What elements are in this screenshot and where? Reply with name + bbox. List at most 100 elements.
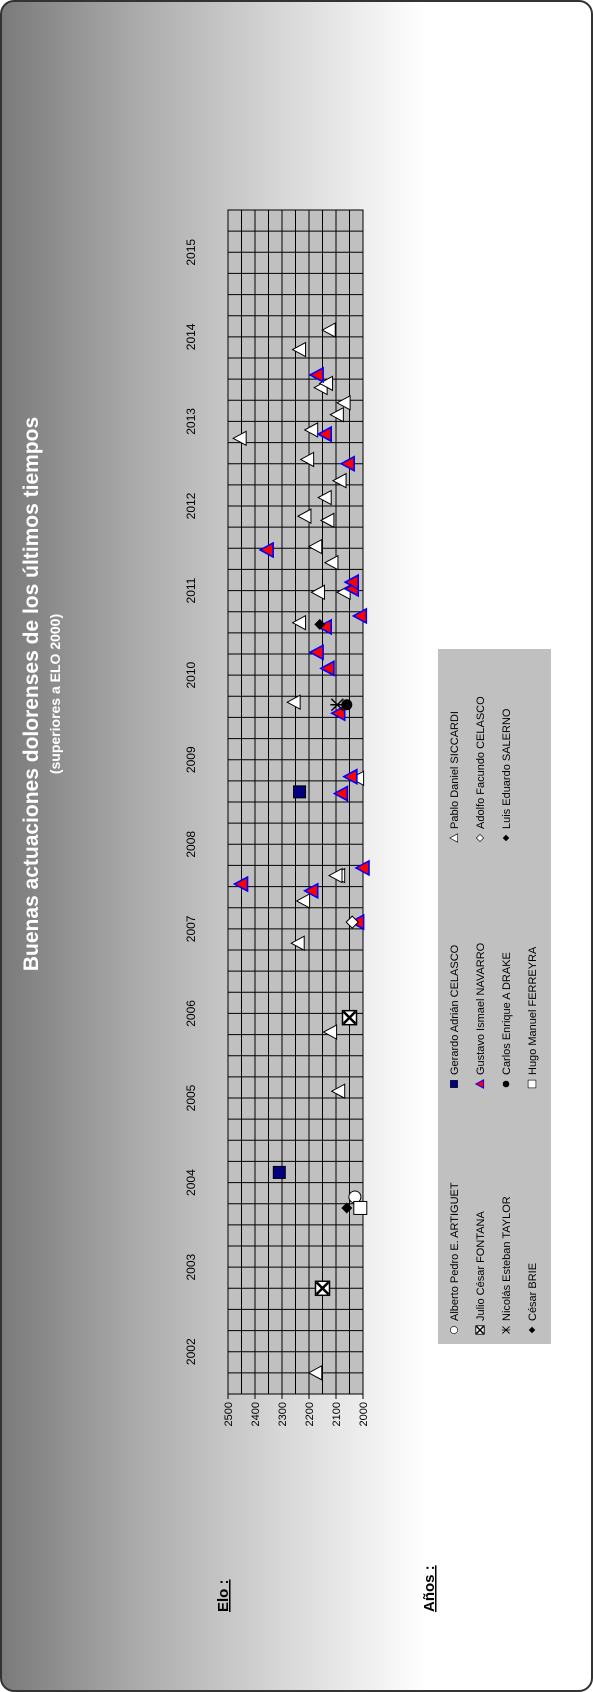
x-tick-label: 2005: [184, 1084, 198, 1111]
data-point-triangle-open: [295, 893, 311, 909]
x-tick-label: 2015: [184, 239, 198, 266]
data-point-triangle-open: [317, 489, 332, 506]
data-point-triangle-red: [303, 882, 319, 900]
data-point-triangle-red: [332, 785, 349, 802]
data-point-triangle-open: [303, 422, 319, 438]
legend-box: [438, 649, 551, 1344]
data-point-triangle-open: [291, 614, 307, 631]
data-point-triangle-red: [351, 607, 368, 625]
data-point-circle-black: [341, 699, 353, 711]
y-tick-label: 2300: [277, 1402, 289, 1426]
x-axis-title: Años :: [421, 1565, 438, 1612]
legend-item-label: Luis Eduardo SALERNO: [501, 708, 513, 829]
data-point-triangle-red: [339, 455, 355, 473]
data-point-triangle-open: [322, 1024, 338, 1040]
plot-area: 2000 2100 2200 2300 2400 2500 2002 2003 2004 2005…: [184, 209, 370, 1426]
x-tick-label: 2009: [184, 746, 198, 773]
data-point-triangle-red: [319, 660, 335, 677]
legend-icon-triangle-red: [474, 1078, 485, 1090]
legend-icon-asterisk: [501, 1326, 511, 1334]
legend-icon-square-open: [527, 1079, 537, 1089]
legend-icon-square-navy: [450, 1080, 458, 1088]
data-point-triangle-open: [307, 538, 323, 555]
data-point-triangle-red: [308, 643, 324, 661]
data-point-square-x-cross: [342, 1010, 357, 1025]
data-point-diamond-open: [345, 915, 359, 929]
legend-item-label: Alberto Pedro E. ARTIGUET: [449, 1182, 461, 1321]
data-point-triangle-open: [310, 584, 325, 601]
data-point-triangle-open: [318, 375, 334, 392]
legend-icon-circle-black: [502, 1080, 510, 1088]
chart-title: Buenas actuaciones dolorenses de los últ…: [20, 417, 43, 971]
data-point-square-x: [341, 1009, 358, 1026]
data-point-triangle-open: [307, 1365, 323, 1381]
data-point-triangle-open: [290, 935, 305, 952]
y-tick-label: 2200: [304, 1402, 316, 1426]
data-point-triangle-red: [258, 541, 274, 559]
x-tick-label: 2007: [184, 915, 198, 942]
x-tick-label: 2008: [184, 831, 198, 858]
y-tick-label: 2400: [250, 1402, 262, 1426]
data-point-triangle-open: [331, 472, 347, 489]
legend-icon-circle-open: [450, 1326, 458, 1334]
data-point-triangle-red: [316, 618, 333, 636]
y-tick-label: 2500: [223, 1402, 235, 1426]
legend-icon-asterisk-strokes: [501, 1326, 511, 1334]
x-tick-label: 2004: [184, 1169, 198, 1196]
x-tick-label: 2011: [184, 577, 198, 603]
legend-item-label: Carlos Enrique A DRAKE: [501, 952, 513, 1075]
legend-item-label: Pablo Daniel SICCARDI: [449, 711, 461, 829]
data-point-diamond-black: [314, 618, 326, 630]
data-point-triangle-open: [321, 322, 336, 338]
data-point-triangle-open: [336, 394, 351, 411]
x-tick-label: 2013: [184, 408, 198, 435]
x-tick-label: 2010: [184, 661, 198, 688]
legend-icon-square-x: [475, 1325, 485, 1335]
data-point-diamond-black: [341, 1202, 353, 1214]
legend-icon-triangle-open: [449, 833, 458, 843]
data-point-triangle-red: [316, 425, 333, 443]
data-point-triangle-open: [286, 694, 301, 711]
data-point-square-navy: [293, 785, 307, 799]
legend-icon-diamond-open: [475, 833, 485, 843]
legend: Alberto Pedro E. ARTIGUET Gerardo Adrián …: [438, 649, 551, 1344]
legend-item-label: Gustavo Ismael NAVARRO: [475, 942, 487, 1075]
data-point-triangle-open: [329, 406, 344, 423]
data-point-triangle-red: [342, 768, 358, 785]
legend-item-label: César BRIE: [527, 1263, 539, 1321]
data-point-triangle-red: [308, 366, 324, 384]
x-tick-label: 2002: [184, 1338, 198, 1365]
y-tick-label: 2000: [358, 1402, 370, 1426]
legend-item-label: Hugo Manuel FERREYRA: [527, 946, 539, 1075]
x-tick-label: 2006: [184, 1000, 198, 1027]
legend-item-label: Julio César FONTANA: [475, 1211, 487, 1321]
x-tick-label: 2014: [184, 323, 198, 350]
data-point-square-open: [353, 1200, 368, 1215]
y-tick-label: 2100: [331, 1402, 343, 1426]
data-point-triangle-open: [327, 867, 343, 884]
data-point-square-x: [314, 1280, 331, 1297]
data-point-triangle-red: [343, 573, 360, 591]
x-tick-label: 2012: [184, 492, 198, 519]
legend-icon-square-x-cross: [475, 1325, 485, 1335]
x-tick-label: 2003: [184, 1253, 198, 1280]
data-point-triangle-red: [232, 875, 249, 893]
data-point-triangle-open: [319, 512, 335, 529]
data-point-triangle-open: [323, 554, 339, 571]
data-point-square-navy: [272, 1165, 286, 1179]
data-point-triangle-open: [291, 341, 307, 358]
data-point-triangle-open: [299, 451, 315, 468]
data-point-triangle-open: [330, 1083, 346, 1100]
data-point-triangle-open: [232, 430, 247, 447]
legend-item-label: Nicolás Esteban TAYLOR: [501, 1196, 513, 1321]
legend-item-label: Gerardo Adrián CELASCO: [449, 944, 461, 1075]
legend-item-label: Adolfo Facundo CELASCO: [475, 696, 487, 829]
data-point-triangle-open: [296, 508, 312, 524]
data-point-triangle-red: [354, 859, 370, 877]
chart-subtitle: (superiores a ELO 2000): [47, 614, 63, 774]
y-axis-title: Elo :: [215, 1580, 232, 1613]
data-point-square-x-cross: [315, 1281, 330, 1296]
